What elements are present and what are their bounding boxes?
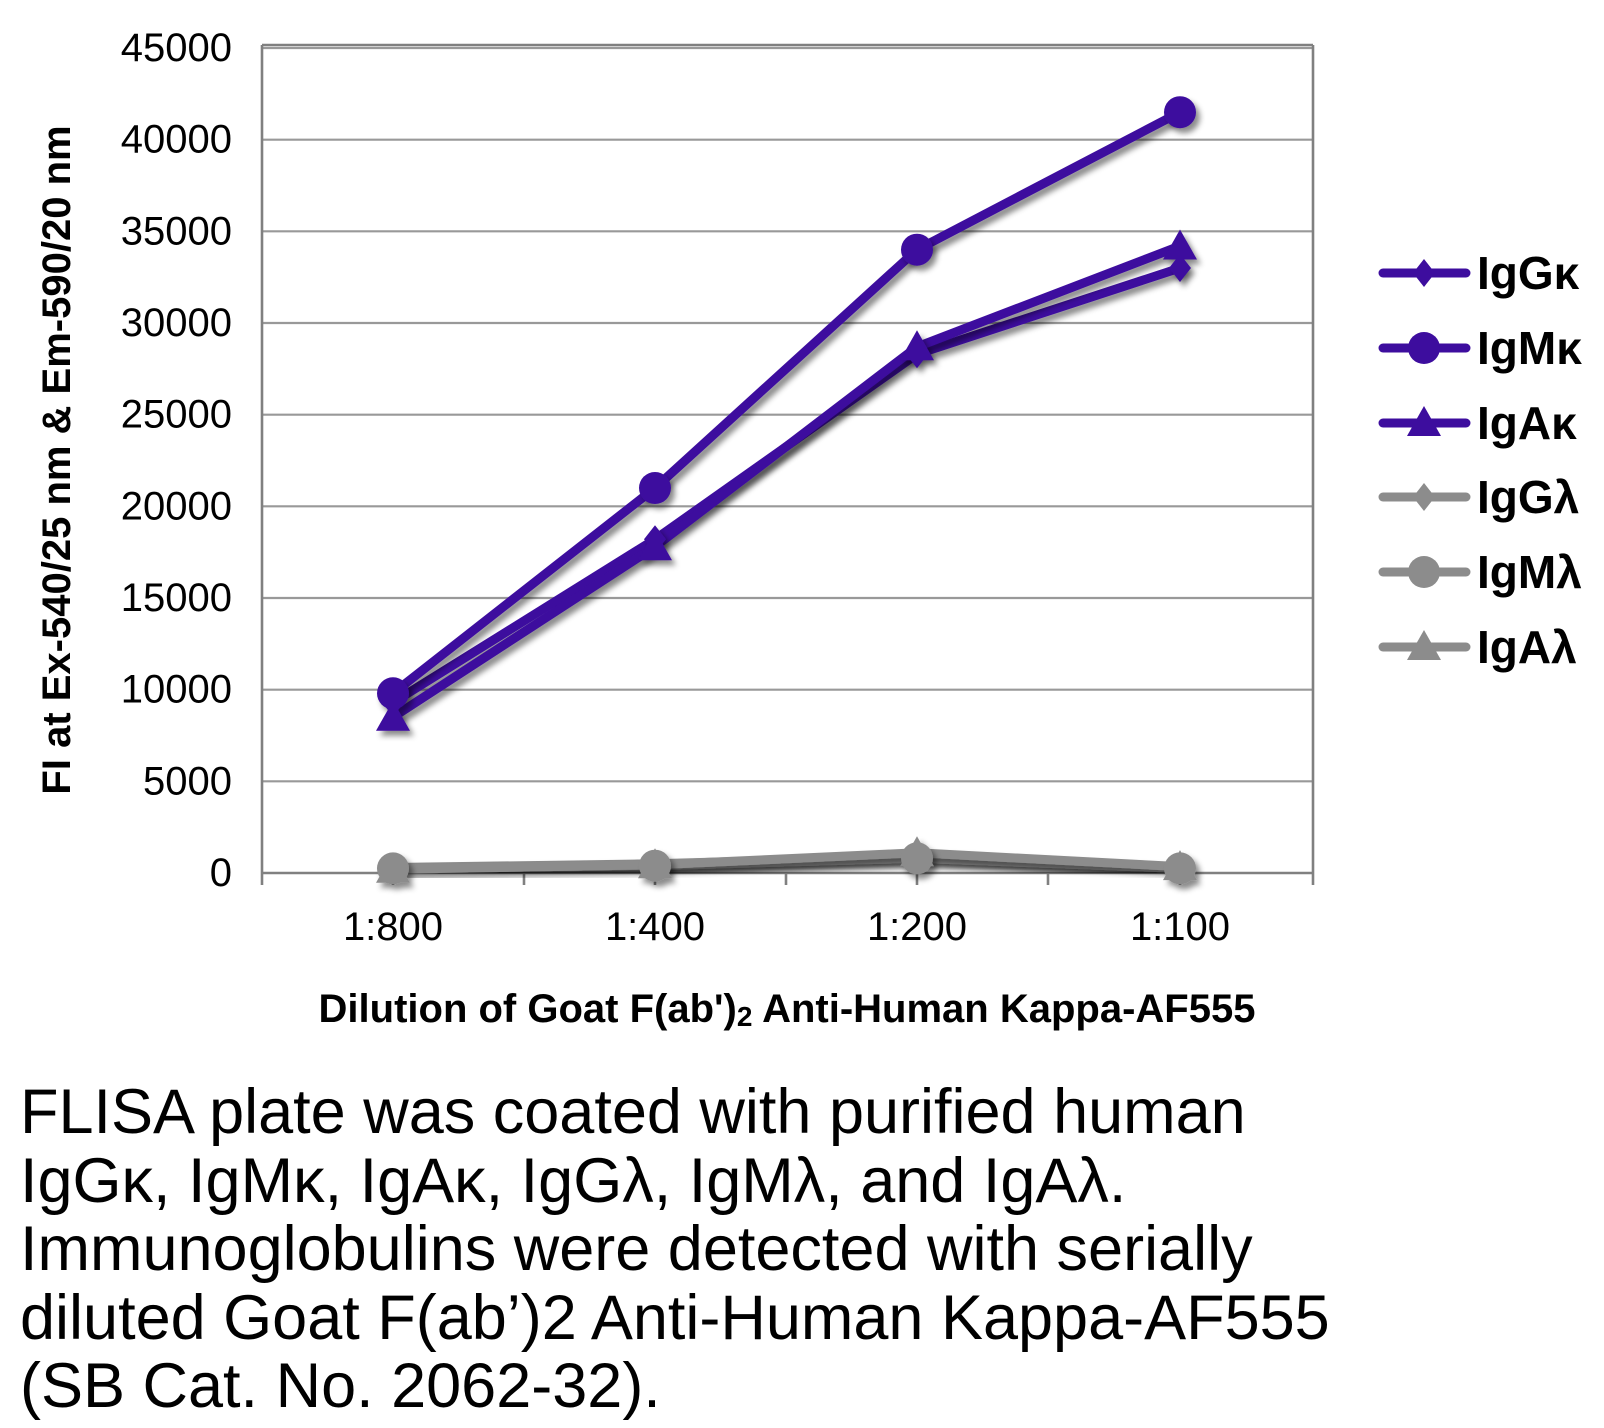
svg-text:IgAλ: IgAλ <box>1477 621 1577 673</box>
svg-text:30000: 30000 <box>121 301 232 345</box>
svg-text:20000: 20000 <box>121 484 232 528</box>
svg-text:IgMκ: IgMκ <box>1477 322 1582 374</box>
svg-text:5000: 5000 <box>143 759 232 803</box>
svg-text:25000: 25000 <box>121 393 232 437</box>
svg-text:1:800: 1:800 <box>343 905 443 949</box>
svg-text:35000: 35000 <box>121 209 232 253</box>
svg-text:1:200: 1:200 <box>867 905 967 949</box>
svg-text:IgGλ: IgGλ <box>1477 471 1579 523</box>
svg-text:Dilution of Goat F(ab')2 Anti-: Dilution of Goat F(ab')2 Anti-Human Kapp… <box>319 987 1256 1032</box>
svg-text:0: 0 <box>210 851 232 895</box>
svg-text:IgGκ: IgGκ <box>1477 247 1580 299</box>
svg-text:IgAκ: IgAκ <box>1477 397 1577 449</box>
svg-text:10000: 10000 <box>121 668 232 712</box>
svg-text:1:400: 1:400 <box>605 905 705 949</box>
svg-text:45000: 45000 <box>121 26 232 70</box>
svg-text:15000: 15000 <box>121 576 232 620</box>
svg-text:FI at Ex-540/25 nm & Em-590/20: FI at Ex-540/25 nm & Em-590/20 nm <box>35 125 79 794</box>
svg-text:40000: 40000 <box>121 118 232 162</box>
svg-text:1:100: 1:100 <box>1130 905 1230 949</box>
svg-text:IgMλ: IgMλ <box>1477 546 1582 598</box>
